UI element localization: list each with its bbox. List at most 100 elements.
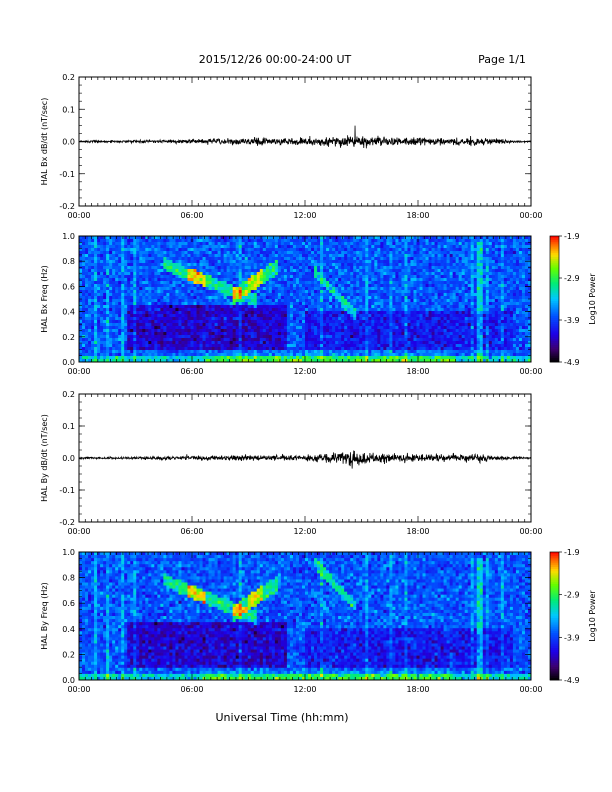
spectrogram-cell: [241, 266, 246, 270]
spectrogram-cell: [121, 335, 125, 339]
spectrogram-cell: [82, 281, 86, 285]
spectrogram-cell: [265, 257, 270, 261]
spectrogram-cell: [136, 305, 140, 309]
spectrogram-cell: [79, 296, 83, 300]
spectrogram-cell: [383, 284, 387, 288]
spectrogram-cell: [419, 326, 423, 330]
spectrogram-cell: [350, 338, 354, 342]
spectrogram-cell: [410, 242, 414, 246]
spectrogram-cell: [121, 344, 125, 348]
spectrogram-cell: [362, 359, 366, 363]
spectrogram-cell: [91, 302, 95, 306]
spectrogram-cell: [124, 296, 128, 300]
spectrogram-cell: [88, 266, 92, 270]
spectrogram-cell: [124, 314, 128, 318]
spectrogram-cell: [178, 293, 182, 297]
spectrogram-cell: [205, 242, 209, 246]
spectrogram-cell: [112, 278, 116, 282]
spectrogram-cell: [268, 302, 273, 306]
spectrogram-cell: [124, 239, 128, 243]
spectrogram-cell: [145, 323, 149, 327]
spectrogram-cell: [211, 326, 215, 330]
spectrogram-cell: [79, 251, 83, 255]
spectrogram-cell: [184, 242, 188, 246]
spectrogram-cell: [338, 272, 342, 276]
spectrogram-cell: [235, 281, 240, 285]
spectrogram-cell: [94, 251, 98, 255]
spectrogram-cell: [85, 242, 89, 246]
spectrogram-cell: [241, 257, 246, 261]
spectrogram-cell: [311, 239, 315, 243]
spectrogram-cell: [133, 251, 137, 255]
spectrogram-cell: [280, 335, 285, 339]
spectrogram-cell: [133, 299, 137, 303]
spectrogram-cell: [154, 359, 158, 363]
spectrogram-cell: [121, 311, 125, 315]
spectrogram-cell: [359, 314, 363, 318]
spectrogram-cell: [94, 338, 98, 342]
spectrogram-cell: [383, 344, 387, 348]
spectrogram-cell: [289, 311, 294, 315]
spectrogram-cell: [305, 329, 309, 333]
spectrogram-cell: [368, 353, 372, 357]
spectrogram-cell: [353, 257, 357, 261]
spectrogram-cell: [283, 308, 288, 312]
spectrogram-cell: [250, 245, 255, 249]
spectrogram-cell: [262, 260, 267, 264]
spectrogram-cell: [133, 320, 137, 324]
spectrogram-cell: [413, 335, 417, 339]
y-tick-label: -0.2: [59, 202, 75, 211]
spectrogram-cell: [320, 245, 324, 249]
spectrogram-cell: [338, 320, 342, 324]
spectrogram-cell: [338, 266, 342, 270]
spectrogram-cell: [389, 287, 393, 291]
spectrogram-cell: [332, 308, 336, 312]
spectrogram-cell: [359, 254, 363, 258]
spectrogram-cell: [301, 254, 306, 258]
spectrogram-cell: [323, 272, 327, 276]
spectrogram-cell: [353, 239, 357, 243]
spectrogram-cell: [205, 236, 209, 240]
spectrogram-cell: [247, 281, 252, 285]
spectrogram-cell: [419, 236, 423, 240]
spectrogram-cell: [314, 311, 318, 315]
spectrogram-cell: [181, 338, 185, 342]
spectrogram-cell: [142, 329, 146, 333]
spectrogram-cell: [112, 323, 116, 327]
spectrogram-cell: [386, 251, 390, 255]
spectrogram-cell: [178, 314, 182, 318]
spectrogram-cell: [148, 350, 152, 354]
spectrogram-cell: [196, 242, 200, 246]
spectrogram-cell: [344, 332, 348, 336]
spectrogram-cell: [226, 257, 231, 261]
spectrogram-cell: [317, 296, 321, 300]
spectrogram-cell: [320, 296, 324, 300]
spectrogram-cell: [356, 296, 360, 300]
spectrogram-cell: [223, 254, 227, 258]
spectrogram-cell: [190, 341, 194, 345]
spectrogram-cell: [97, 323, 101, 327]
spectrogram-cell: [386, 341, 390, 345]
spectrogram-cell: [265, 254, 270, 258]
spectrogram-cell: [163, 254, 167, 258]
spectrogram-cell: [223, 323, 227, 327]
spectrogram-cell: [374, 236, 378, 240]
spectrogram-cell: [377, 263, 381, 267]
spectrogram-cell: [347, 254, 351, 258]
spectrogram-cell: [220, 296, 224, 300]
spectrogram-cell: [356, 293, 360, 297]
spectrogram-cell: [202, 344, 206, 348]
spectrogram-cell: [335, 254, 339, 258]
spectrogram-cell: [160, 239, 164, 243]
spectrogram-cell: [127, 323, 131, 327]
spectrogram-cell: [88, 284, 92, 288]
spectrogram-cell: [377, 353, 381, 357]
spectrogram-cell: [380, 296, 384, 300]
spectrogram-cell: [308, 359, 312, 363]
spectrogram-cell: [362, 251, 366, 255]
spectrogram-cell: [211, 332, 215, 336]
spectrogram-cell: [247, 359, 252, 363]
spectrogram-cell: [142, 317, 146, 321]
spectrogram-cell: [163, 263, 167, 267]
spectrogram-cell: [214, 338, 218, 342]
